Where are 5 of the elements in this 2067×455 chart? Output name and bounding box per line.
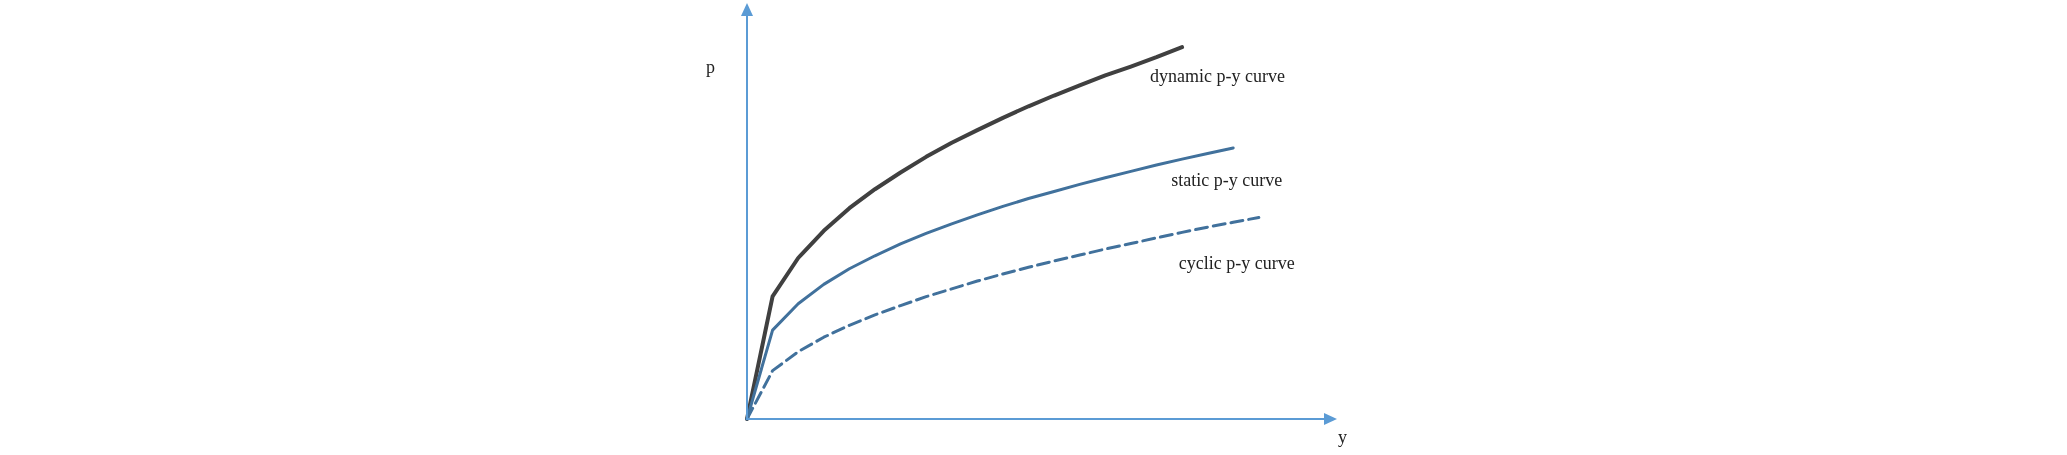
series-label: static p-y curve xyxy=(1171,169,1283,190)
series-label: cyclic p-y curve xyxy=(1178,253,1295,274)
x-axis-title: y xyxy=(1338,427,1347,447)
series-label: dynamic p-y curve xyxy=(1150,66,1285,87)
y-axis-title: p xyxy=(706,57,715,77)
